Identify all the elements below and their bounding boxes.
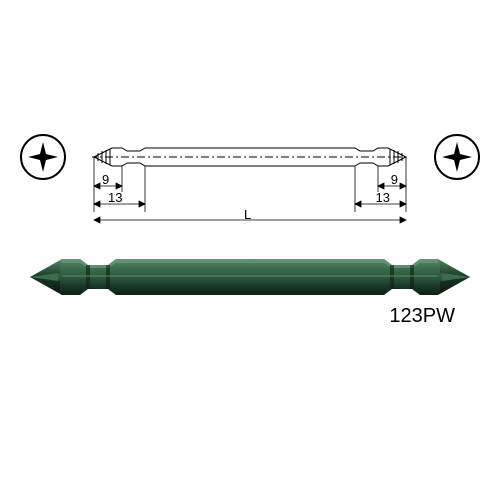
phillips-cross-icon xyxy=(20,134,66,180)
dim-right-inner: 9 xyxy=(391,172,398,187)
model-number: 123PW xyxy=(389,305,455,328)
cross-symbol xyxy=(440,140,474,174)
technical-diagram: 9 13 9 13 L xyxy=(20,140,480,240)
bit-product-svg xyxy=(30,255,470,300)
phillips-cross-icon xyxy=(434,134,480,180)
product-render xyxy=(30,255,470,300)
dim-left-outer: 13 xyxy=(108,190,122,205)
product-figure: 9 13 9 13 L xyxy=(0,0,500,500)
dim-length: L xyxy=(244,207,251,222)
cross-symbol xyxy=(26,140,60,174)
bit-outline-drawing: 9 13 9 13 L xyxy=(92,140,408,220)
dim-right-outer: 13 xyxy=(376,190,390,205)
dim-left-inner: 9 xyxy=(102,172,109,187)
